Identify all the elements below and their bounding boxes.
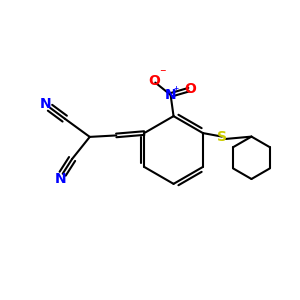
Text: N: N	[55, 172, 66, 186]
Text: N: N	[40, 97, 51, 111]
Text: ⁻: ⁻	[160, 67, 166, 80]
Text: N: N	[165, 88, 176, 102]
Text: S: S	[217, 130, 227, 144]
Text: O: O	[184, 82, 196, 96]
Text: O: O	[148, 74, 160, 88]
Text: ⁺: ⁺	[173, 86, 178, 96]
